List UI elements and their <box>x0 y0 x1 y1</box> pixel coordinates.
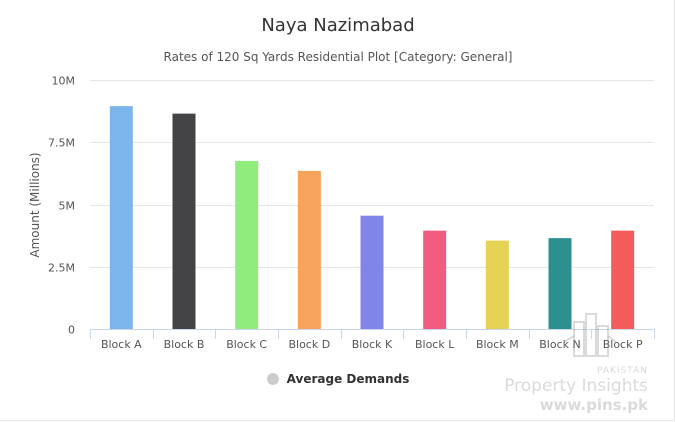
pins-logo-icon <box>563 313 617 357</box>
bar-block-c[interactable] <box>235 160 259 329</box>
x-tick-label: Block A <box>101 338 142 351</box>
watermark-url: www.pins.pk <box>539 396 648 414</box>
x-axis-ticks: Block A Block B Block C Block D Block K Block… <box>101 338 643 351</box>
y-axis-ticks: 0 2.5M 5M 7.5M 10M <box>48 75 75 337</box>
y-tick-label: 10M <box>52 75 76 88</box>
chart-subtitle: Rates of 120 Sq Yards Residential Plot [… <box>163 50 513 64</box>
bar-block-d[interactable] <box>297 170 321 329</box>
bars <box>109 106 635 330</box>
legend-symbol-icon[interactable] <box>266 373 279 385</box>
watermark-brand: Property Insights <box>504 376 648 396</box>
bar-block-a[interactable] <box>109 106 133 330</box>
x-tick-label: Block K <box>352 338 393 351</box>
watermark: PAKISTAN Property Insights www.pins.pk <box>504 312 662 417</box>
x-tick-label: Block P <box>603 338 643 351</box>
bar-block-b[interactable] <box>172 113 196 330</box>
x-tick-label: Block C <box>226 338 267 351</box>
x-tick-label: Block D <box>288 338 330 351</box>
x-tick-label: Block L <box>415 338 455 351</box>
x-tick-label: Block M <box>476 338 519 351</box>
watermark-country: PAKISTAN <box>597 366 648 376</box>
chart-title: Naya Nazimabad <box>261 15 415 36</box>
legend[interactable]: Average Demands <box>0 372 676 386</box>
y-tick-label: 2.5M <box>48 262 75 275</box>
bar-block-n[interactable] <box>548 238 572 329</box>
bar-block-m[interactable] <box>485 240 509 329</box>
bar-block-k[interactable] <box>360 215 384 329</box>
x-tick-label: Block B <box>164 338 205 351</box>
y-axis-label: Amount (Millions) <box>28 152 42 257</box>
y-tick-label: 5M <box>59 200 76 213</box>
legend-item-average-demands[interactable]: Average Demands <box>286 372 410 386</box>
x-axis <box>90 329 655 339</box>
bar-block-l[interactable] <box>423 230 447 329</box>
y-tick-label: 7.5M <box>48 137 75 150</box>
y-tick-label: 0 <box>68 324 75 337</box>
x-tick-label: Block N <box>539 338 580 351</box>
bar-block-p[interactable] <box>611 230 635 329</box>
